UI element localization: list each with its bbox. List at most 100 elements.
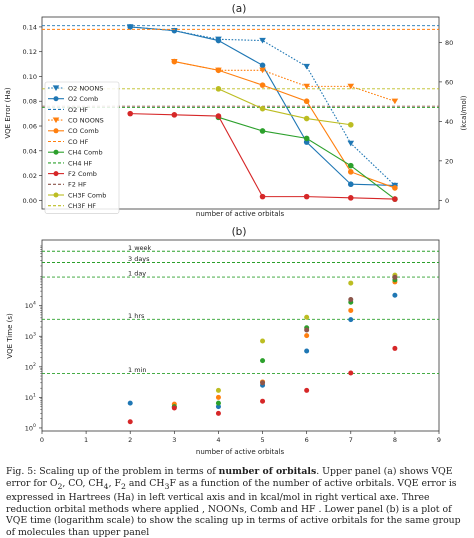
x-tick-label: 8 [393, 436, 397, 444]
y-tick-exponent: 1 [33, 392, 36, 398]
point-extra [348, 296, 354, 302]
caption-sub-o2: 2 [57, 481, 63, 491]
point-o2 [304, 348, 310, 354]
point-co-noons [391, 98, 399, 105]
point-ch4-comb [259, 128, 266, 134]
panel-a-ylabel: VQE Error (Ha) [4, 87, 12, 139]
point-co [348, 307, 354, 313]
point-o2-comb [347, 181, 354, 188]
legend-item-co-noons: CO NOONS [48, 117, 104, 125]
y-tick-label: 0.06 [23, 123, 37, 131]
point-f2-comb [259, 193, 266, 200]
point-ch3f [215, 387, 221, 393]
point-o2-comb [259, 62, 266, 69]
point-co-comb [259, 82, 266, 88]
panel-a-legend: O2 NOONS O2 Comb O2 HF CO NOONS CO Comb CO HF… [44, 81, 120, 214]
legend-item-ch3f-comb: CH3F Comb [48, 191, 106, 199]
point-o2 [215, 404, 221, 410]
y-tick-label: 0.14 [23, 23, 37, 31]
legend-label: F2 Comb [68, 170, 97, 178]
point-ch3f-comb [347, 121, 354, 128]
point-f2-comb [347, 195, 354, 201]
series-co-comb [171, 58, 398, 191]
x-tick-label: 1 [84, 436, 88, 444]
panel-a: (a) 0.00 0.02 0.04 0.06 0.08 0.10 0.12 0.14 0 20… [4, 3, 468, 218]
ref-1-day: 1 day [42, 270, 439, 278]
legend-label: O2 Comb [68, 95, 98, 103]
y-tick-exponent: 4 [33, 301, 36, 307]
panel-a-frame [41, 16, 440, 210]
y-tick-label: 10 [25, 302, 33, 310]
line-co-noons [174, 61, 396, 102]
ref-label: 3 days [128, 255, 150, 263]
point-f2 [392, 345, 398, 351]
legend-item-o2-hf: O2 HF [48, 106, 88, 114]
x-tick-label: 0 [40, 436, 44, 444]
y-tick-label: 0.00 [23, 197, 37, 205]
legend-item-ch4-hf: CH4 HF [48, 159, 93, 167]
caption-sub-ch4: 4 [103, 481, 109, 491]
caption-bold: number of orbitals [218, 466, 317, 477]
caption-sub-ch3f: 3 [164, 481, 170, 491]
y-tick-exponent: 0 [33, 423, 36, 429]
legend-label: CH3F HF [68, 202, 96, 210]
point-ch3f-comb [259, 105, 266, 112]
legend-item-o2-comb: O2 Comb [48, 95, 98, 103]
panel-b-ylabel: VQE Time (s) [6, 313, 14, 359]
point-o2-comb [215, 37, 222, 44]
point-o2-noons [259, 37, 266, 44]
legend-label: CO HF [68, 138, 89, 146]
point-o2 [392, 292, 398, 298]
point-co-comb [215, 67, 222, 74]
point-ch3f [260, 338, 266, 344]
legend-label: O2 HF [68, 106, 88, 114]
series-f2-comb [127, 110, 398, 202]
point-f2 [215, 410, 221, 416]
legend-marker [53, 149, 59, 155]
legend-marker [53, 192, 59, 198]
legend-marker [52, 85, 60, 91]
line-f2-comb [130, 113, 395, 200]
points-o2 [127, 292, 398, 410]
panel-b-x-ticks: 0 1 2 3 4 5 6 7 8 9 [40, 431, 441, 444]
point-f2-comb [215, 113, 222, 119]
caption-sub-f2: 2 [120, 481, 126, 491]
legend-marker [53, 96, 59, 102]
point-extra [260, 380, 266, 386]
legend-item-ch4-comb: CH4 Comb [48, 149, 103, 157]
panel-a-y-ticks: 0.00 0.02 0.04 0.06 0.08 0.10 0.12 0.14 [23, 23, 42, 205]
legend-label: CH4 HF [68, 159, 93, 167]
panel-b-reference-lines: 1 min 1 hrs 1 day 3 days 1 week [42, 244, 439, 374]
x-tick-label: 4 [216, 436, 220, 444]
x-tick-label: 2 [128, 436, 132, 444]
ref-label: 1 hrs [128, 312, 145, 320]
x-tick-label: 6 [305, 436, 309, 444]
x-tick-label: 5 [260, 436, 264, 444]
line-ch4-comb [218, 116, 396, 200]
point-f2-comb [127, 110, 134, 117]
point-co-noons [303, 83, 310, 90]
point-f2 [127, 419, 133, 425]
point-ch3f [348, 280, 354, 286]
series-ch4-comb [215, 114, 398, 202]
line-co-comb [174, 61, 396, 189]
right-tick-label: 20 [445, 157, 453, 165]
point-co-noons [347, 83, 355, 90]
ref-1-min: 1 min [42, 366, 439, 374]
ref-label: 1 week [128, 244, 152, 252]
point-f2-comb [392, 196, 398, 202]
point-f2-comb [303, 193, 310, 200]
y-tick-exponent: 2 [33, 362, 36, 368]
point-co [215, 394, 221, 400]
panel-b-frame [41, 239, 440, 432]
point-o2-noons [303, 63, 310, 70]
legend-marker [53, 128, 59, 134]
legend-item-f2-hf: F2 HF [48, 181, 87, 189]
points-ch4 [171, 277, 398, 410]
series-co-noons [171, 58, 399, 105]
legend-marker [52, 117, 60, 124]
point-ch4 [215, 400, 221, 406]
legend-label: CO Comb [68, 127, 99, 135]
x-tick-label: 7 [349, 436, 353, 444]
